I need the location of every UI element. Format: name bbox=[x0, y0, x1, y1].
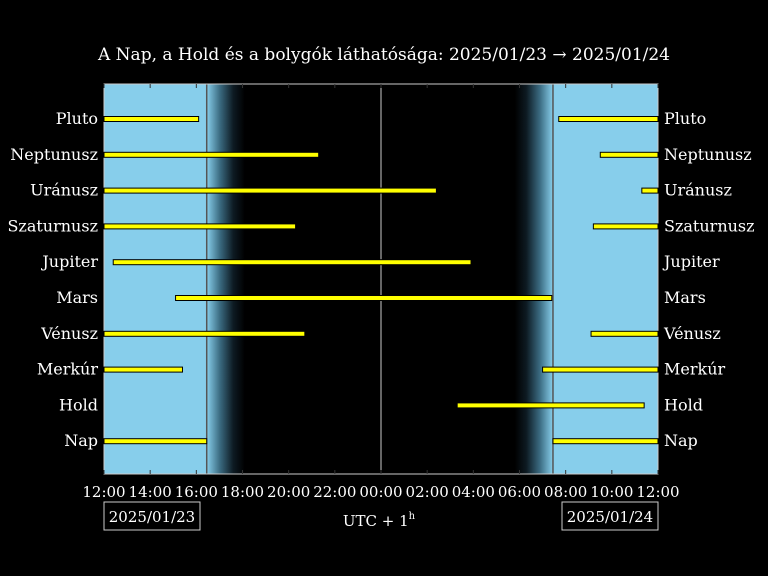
x-tick-label: 22:00 bbox=[313, 483, 356, 501]
x-axis-unit-label: UTC + 1h bbox=[343, 511, 416, 530]
x-axis-unit-sup: h bbox=[409, 511, 416, 522]
visibility-bar bbox=[103, 366, 183, 373]
x-tick-label: 00:00 bbox=[359, 483, 402, 501]
body-label-left: Hold bbox=[59, 395, 98, 414]
visibility-bar bbox=[103, 223, 297, 230]
visibility-bar bbox=[103, 187, 437, 194]
chart-title: A Nap, a Hold és a bolygók láthatósága: … bbox=[97, 45, 670, 65]
x-tick-label: 06:00 bbox=[498, 483, 541, 501]
body-label-left: Nap bbox=[64, 431, 98, 450]
body-label-right: Uránusz bbox=[664, 181, 732, 200]
body-label-right: Mars bbox=[664, 288, 706, 307]
body-label-left: Jupiter bbox=[40, 252, 98, 271]
body-label-left: Neptunusz bbox=[10, 145, 98, 164]
day-region-left bbox=[104, 84, 207, 474]
date-left-label: 2025/01/23 bbox=[109, 508, 195, 526]
x-tick-label: 10:00 bbox=[590, 483, 633, 501]
visibility-bar bbox=[558, 116, 659, 122]
body-label-right: Pluto bbox=[664, 109, 706, 128]
body-label-right: Nap bbox=[664, 431, 698, 450]
body-label-left: Szaturnusz bbox=[7, 216, 98, 235]
x-tick-label: 18:00 bbox=[221, 483, 264, 501]
body-label-right: Vénusz bbox=[663, 324, 721, 343]
date-left-box bbox=[103, 501, 201, 531]
visibility-bar bbox=[592, 223, 659, 230]
x-tick-label: 12:00 bbox=[82, 483, 125, 501]
x-tick-label: 14:00 bbox=[129, 483, 172, 501]
x-tick-label: 12:00 bbox=[636, 483, 679, 501]
visibility-bar bbox=[552, 438, 659, 445]
x-tick-label: 20:00 bbox=[267, 483, 310, 501]
x-tick-label: 16:00 bbox=[175, 483, 218, 501]
visibility-bar bbox=[103, 438, 208, 445]
x-tick-label: 02:00 bbox=[406, 483, 449, 501]
body-label-right: Szaturnusz bbox=[664, 216, 755, 235]
body-label-left: Pluto bbox=[56, 109, 98, 128]
date-right-label: 2025/01/24 bbox=[567, 508, 653, 526]
body-label-right: Jupiter bbox=[662, 252, 720, 271]
x-tick-label: 04:00 bbox=[452, 483, 495, 501]
plot-background bbox=[103, 83, 659, 475]
x-tick-label: 08:00 bbox=[544, 483, 587, 501]
visibility-bar bbox=[103, 330, 306, 337]
date-right-box bbox=[561, 501, 659, 531]
body-label-right: Merkúr bbox=[664, 360, 726, 379]
dawn-twilight bbox=[514, 84, 553, 474]
dusk-twilight bbox=[206, 84, 245, 474]
visibility-bar bbox=[175, 295, 553, 301]
visibility-bar bbox=[456, 402, 645, 409]
body-label-right: Hold bbox=[664, 395, 703, 414]
body-label-left: Uránusz bbox=[30, 181, 98, 200]
x-axis-ticks: 12:00 14:00 16:00 18:00 20:00 22:00 00:00 02:00… bbox=[82, 84, 680, 501]
visibility-bar bbox=[103, 116, 200, 122]
visibility-bar bbox=[599, 151, 659, 158]
body-labels-left: Pluto Neptunusz Uránusz Szaturnusz Jupiter Ma… bbox=[7, 109, 98, 450]
body-labels-right: Pluto Neptunusz Uránusz Szaturnusz Jupiter Ma… bbox=[662, 109, 755, 450]
visibility-bar bbox=[103, 151, 320, 158]
visibility-bar bbox=[590, 330, 659, 337]
day-region-right bbox=[552, 84, 658, 474]
visibility-bars bbox=[103, 116, 659, 445]
body-label-left: Merkúr bbox=[37, 360, 99, 379]
body-label-left: Mars bbox=[56, 288, 98, 307]
visibility-bar bbox=[112, 259, 472, 266]
body-label-left: Vénusz bbox=[40, 324, 98, 343]
visibility-bar bbox=[542, 366, 659, 373]
visibility-bar bbox=[641, 187, 659, 194]
body-label-right: Neptunusz bbox=[664, 145, 752, 164]
